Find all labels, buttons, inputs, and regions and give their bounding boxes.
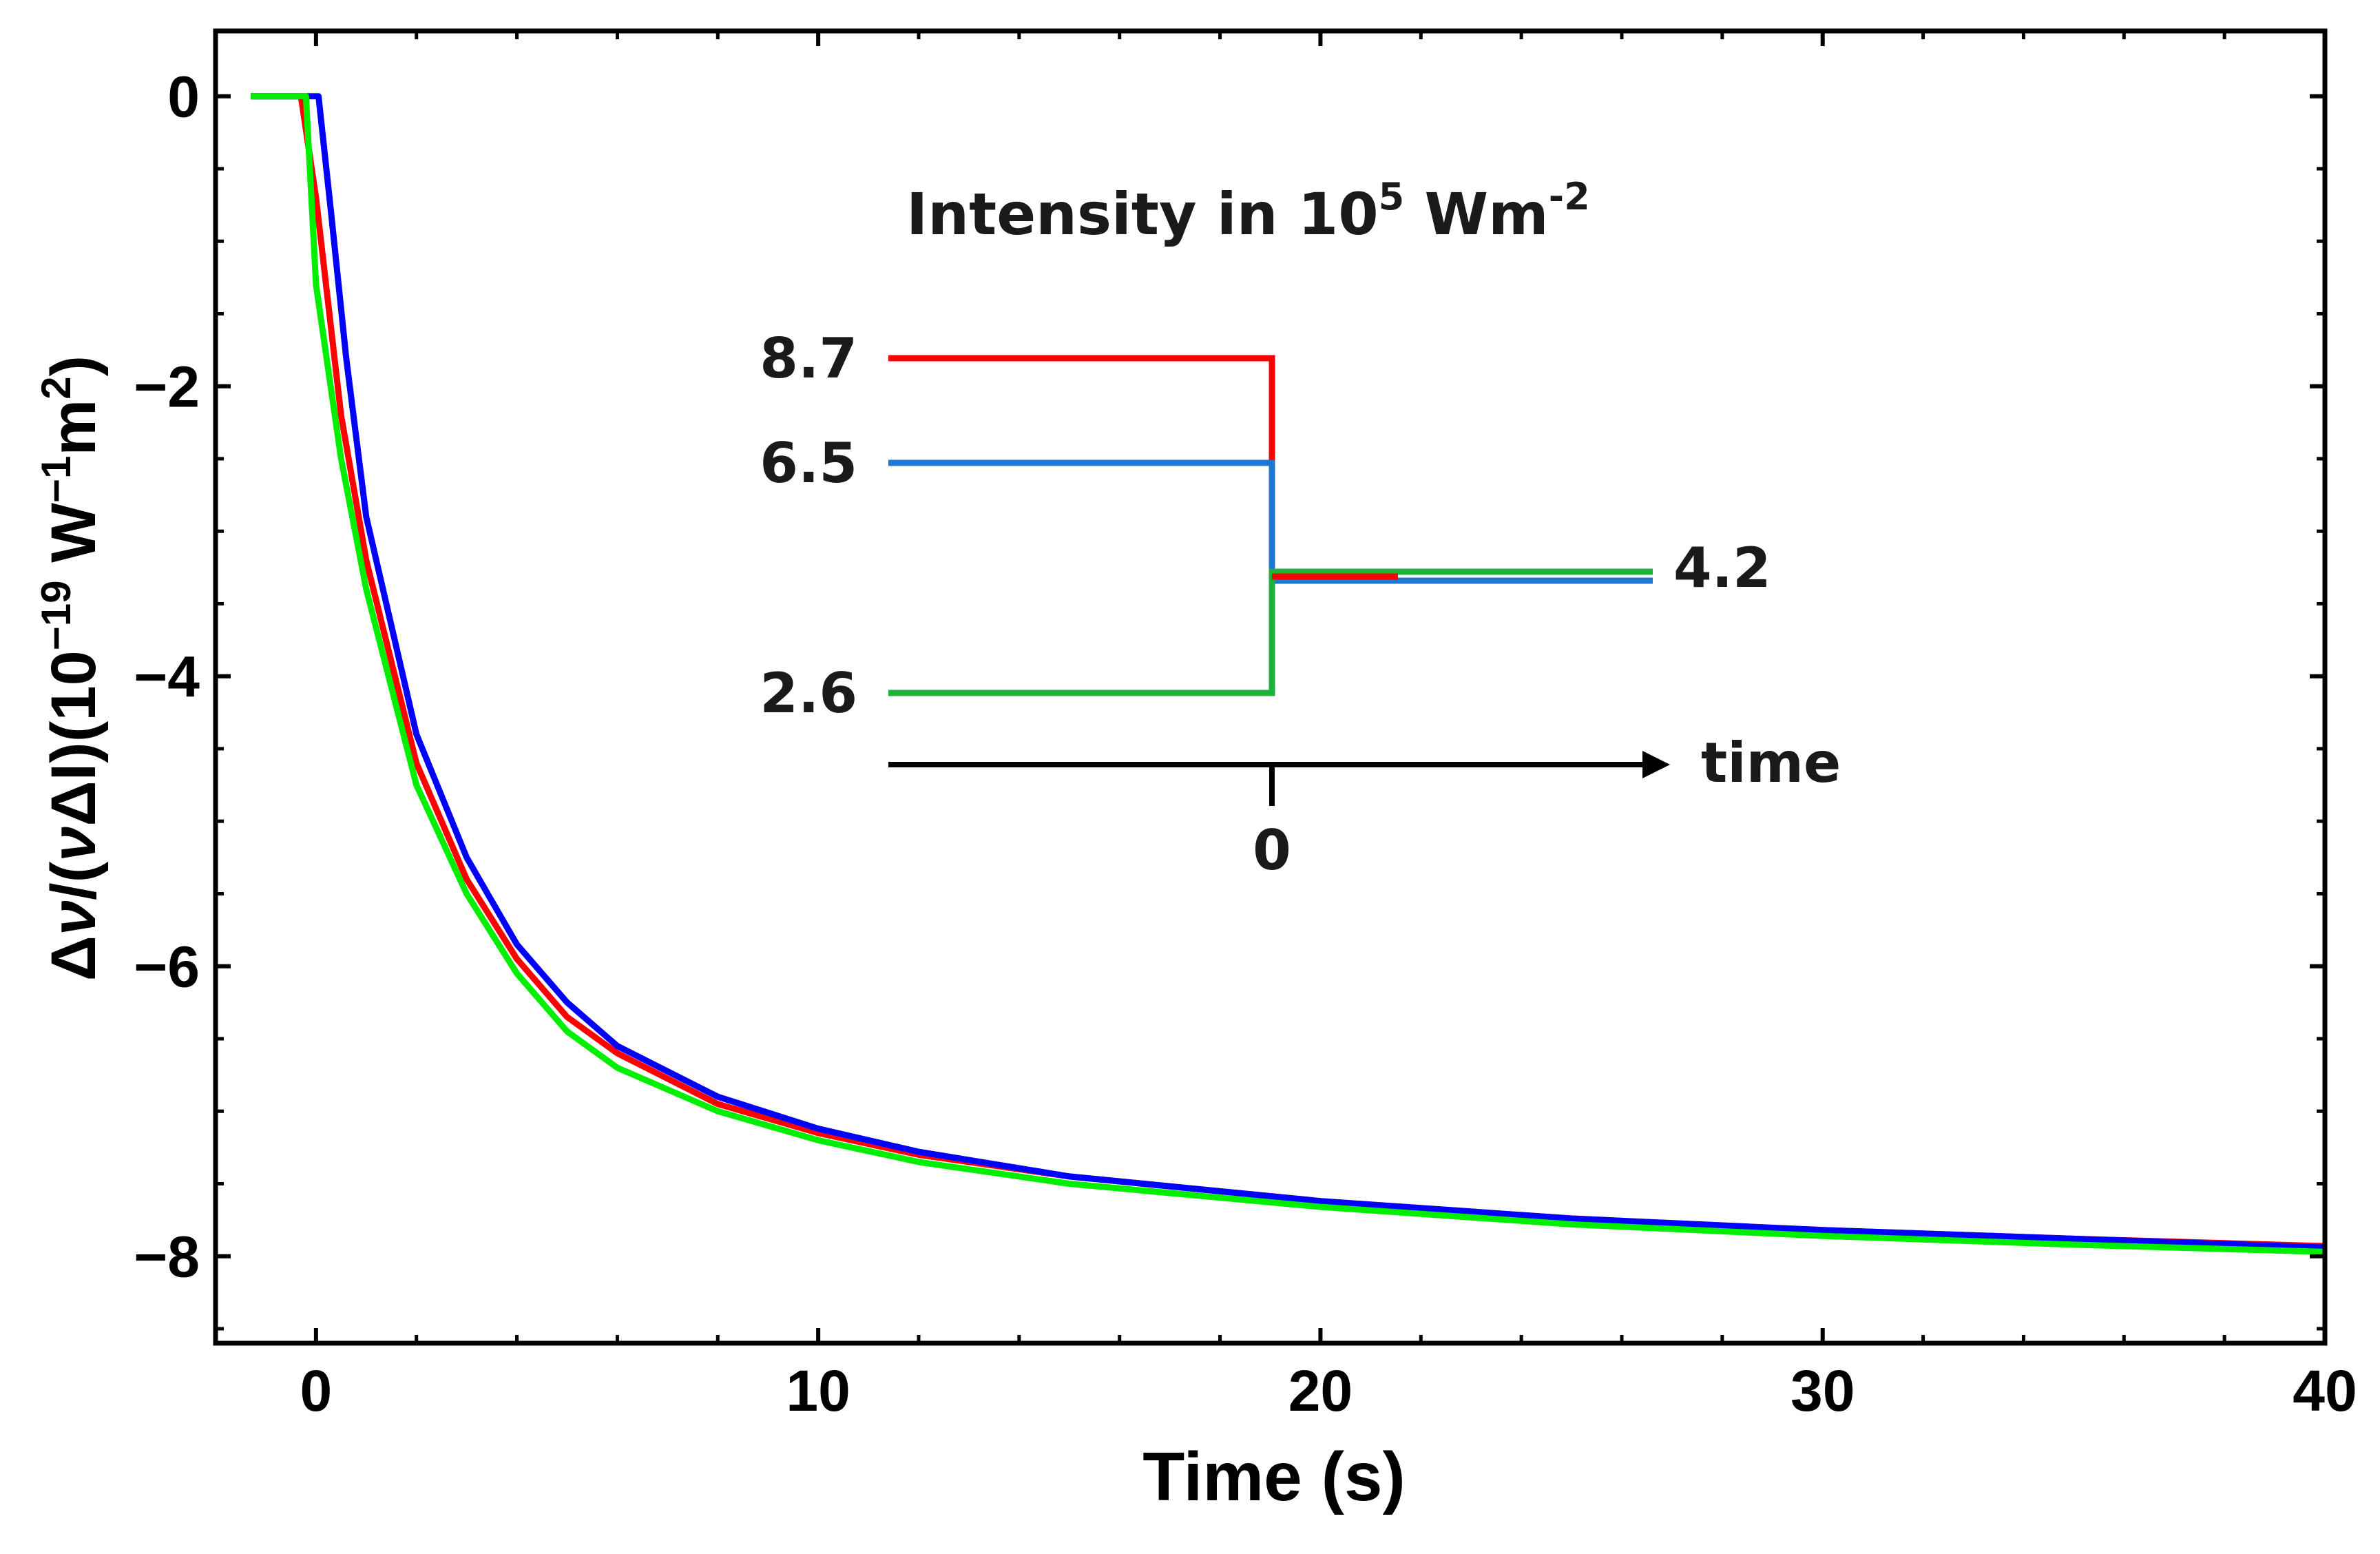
inset-step-line-6-5 (888, 459, 1653, 584)
inset-title: Intensity in 105 Wm-2 (906, 175, 1590, 248)
y-tick-label: −4 (134, 645, 200, 709)
axis-ticks: 0 10 20 30 40 0 −2 −4 −6 −8 (134, 31, 2357, 1423)
y-tick-label: 0 (167, 65, 200, 130)
inset-step-line-2-6 (888, 568, 1653, 696)
y-tick-label: −2 (134, 355, 200, 419)
y-tick-label: −8 (134, 1225, 200, 1289)
inset-schematic: Intensity in 105 Wm-2 8.7 6.5 2.6 4.2 ti… (760, 175, 1841, 882)
inset-time-arrowhead (1642, 751, 1670, 778)
inset-step-2-6: 2.6 (760, 568, 1653, 725)
y-tick-label: −6 (134, 935, 200, 999)
inset-time-label: time (1701, 731, 1841, 795)
inset-level-label-6-5: 6.5 (760, 431, 857, 495)
series-line-2 (251, 93, 2326, 1251)
inset-zero-label: 0 (1253, 818, 1291, 882)
y-axis-label: Δν/(νΔI)(10−19 W−1m2) (33, 355, 109, 981)
x-tick-label: 20 (1288, 1358, 1353, 1423)
x-tick-label: 40 (2293, 1358, 2357, 1423)
inset-final-level-label: 4.2 (1673, 536, 1771, 600)
x-tick-label: 30 (1791, 1358, 1855, 1423)
inset-level-label-2-6: 2.6 (760, 661, 857, 725)
x-tick-label: 0 (300, 1358, 332, 1423)
plot-lines (251, 93, 2326, 1255)
inset-step-6-5: 6.5 (760, 431, 1653, 584)
x-tick-label: 10 (786, 1358, 850, 1423)
plot-frame (213, 28, 2328, 1346)
x-axis-label: Time (s) (1142, 1438, 1406, 1515)
inset-level-label-8-7: 8.7 (760, 327, 857, 391)
series-line-3 (251, 93, 2326, 1255)
